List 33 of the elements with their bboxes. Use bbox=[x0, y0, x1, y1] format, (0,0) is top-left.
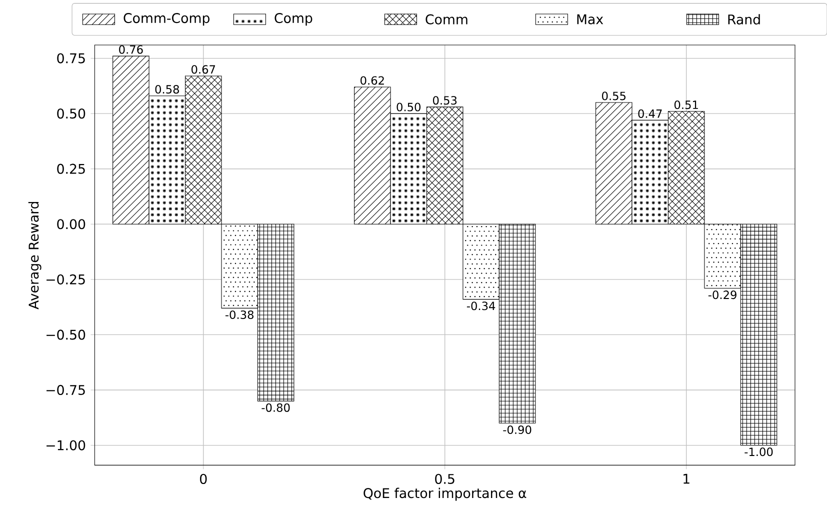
data-label: 0.76 bbox=[119, 45, 143, 54]
x-tick-label: 0 bbox=[200, 474, 207, 484]
data-label: 0.55 bbox=[602, 92, 626, 100]
x-tick-label: 1 bbox=[684, 474, 690, 484]
data-label: -0.34 bbox=[466, 302, 496, 310]
data-label: -1.00 bbox=[744, 447, 773, 456]
legend-label: Max bbox=[577, 14, 604, 24]
data-label: 0.53 bbox=[432, 96, 457, 105]
data-label: -0.29 bbox=[708, 290, 736, 300]
data-label: 0.67 bbox=[192, 65, 216, 74]
y-axis-title: Average Reward bbox=[28, 202, 42, 310]
y-tick-label: −0.50 bbox=[46, 330, 86, 340]
y-tick-label: 0.50 bbox=[57, 108, 86, 119]
data-label: -0.38 bbox=[225, 310, 254, 319]
legend-label: Comp bbox=[274, 12, 312, 26]
data-label: 0.58 bbox=[155, 84, 179, 94]
y-tick-label: 0.25 bbox=[57, 164, 85, 174]
data-label: 0.51 bbox=[674, 100, 698, 109]
y-tick-label: 0.00 bbox=[57, 218, 86, 230]
data-label: 0.62 bbox=[360, 76, 384, 85]
data-label: -0.80 bbox=[262, 403, 290, 412]
x-axis-title: QoE factor importance α bbox=[364, 488, 526, 501]
legend-label: Rand bbox=[728, 14, 760, 24]
y-tick-label: −0.75 bbox=[46, 384, 85, 395]
y-tick-label: −1.00 bbox=[46, 440, 86, 450]
data-label: 0.47 bbox=[638, 109, 662, 118]
data-label: -0.90 bbox=[503, 425, 532, 434]
legend-label: Comm-Comp bbox=[124, 12, 210, 26]
y-tick-label: 0.75 bbox=[57, 53, 85, 64]
legend-label: Comm bbox=[426, 14, 468, 24]
data-label: 0.50 bbox=[396, 102, 420, 112]
y-tick-label: −0.25 bbox=[46, 274, 85, 284]
x-tick-label: 0.5 bbox=[435, 474, 454, 484]
